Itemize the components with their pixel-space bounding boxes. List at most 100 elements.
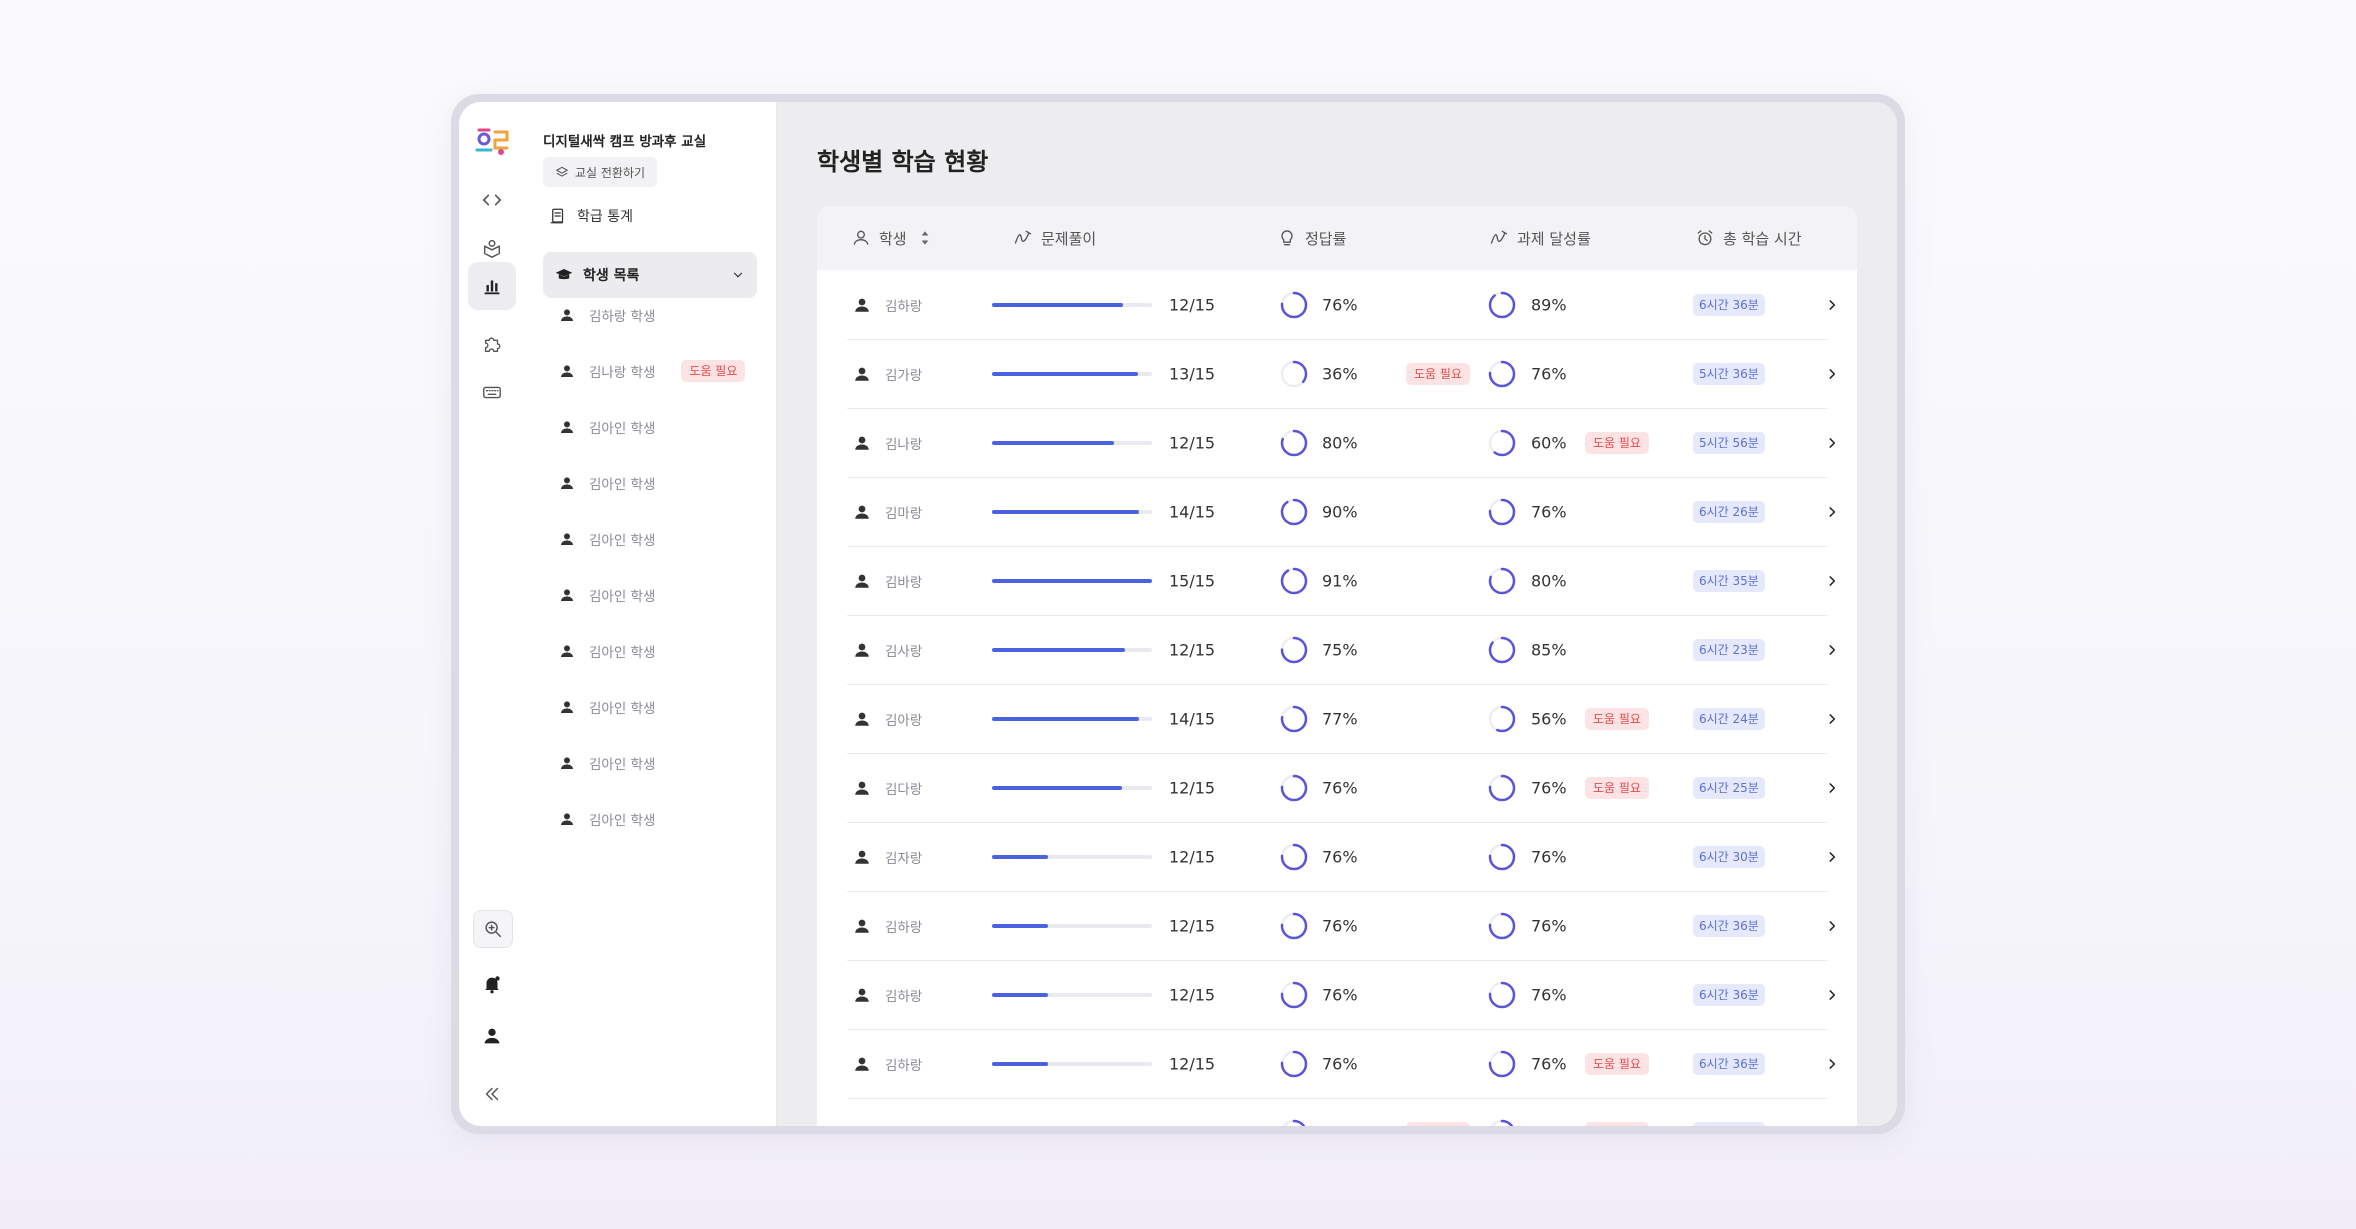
task-value: 60% [1531,433,1567,452]
sidebar-student-item[interactable]: 김아인 학생 [559,692,655,722]
avatar-icon [855,505,869,519]
table-row[interactable]: 김하랑 12/15 76% 도움 필요 76% 도움 필요 6시간 36분 [847,1098,1827,1126]
chevron-right-icon[interactable] [1825,298,1839,312]
sidebar-student-label: 김아인 학생 [589,813,656,829]
sidebar-student-item[interactable]: 김아인 학생 [559,804,655,834]
avatar-icon [855,919,869,933]
table-row[interactable]: 김가랑 13/15 36% 도움 필요 76% 5시간 36분 [847,339,1836,409]
chevron-right-icon[interactable] [1825,1126,1839,1127]
student-name: 김하랑 [885,1123,922,1127]
table-row[interactable]: 김자랑 12/15 76% 76% 6시간 30분 [847,822,1836,892]
keyboard-rail-button[interactable] [468,368,516,416]
sidebar-student-item[interactable]: 김아인 학생 [559,636,655,666]
column-task: 과제 달성률 [1489,228,1591,249]
task-help-badge: 도움 필요 [1585,707,1649,730]
menu-student-list[interactable]: 학생 목록 [543,252,757,298]
chevron-right-icon[interactable] [1825,1057,1839,1071]
accuracy-ring [1280,429,1308,456]
person-icon [561,813,573,825]
class-title: 디지털새싹 캠프 방과후 교실 [543,134,707,150]
icon-rail [459,102,539,1126]
table-row[interactable]: 김마랑 14/15 90% 76% 6시간 26분 [847,477,1836,547]
solve-progress-bar [992,716,1152,721]
task-ring [1488,1050,1516,1077]
solve-progress-bar [992,509,1152,514]
solve-progress-fill [992,509,1140,514]
sidebar-student-item[interactable]: 김하랑 학생 [559,300,655,330]
bell-icon [485,976,500,994]
puzzle-rail-button[interactable] [468,320,516,368]
chevron-right-icon[interactable] [1825,643,1839,657]
switch-class-button[interactable]: 교실 전환하기 [543,157,658,187]
avatar-icon [855,574,869,588]
task-ring [1488,429,1516,456]
chevron-right-icon[interactable] [1825,505,1839,519]
user-outline-icon [853,230,869,245]
solve-count: 12/15 [1169,847,1216,866]
sidebar-student-item[interactable]: 김나랑 학생 도움 필요 [559,356,746,386]
code-rail-button[interactable] [468,176,516,224]
sidebar-student-item[interactable]: 김아인 학생 [559,412,655,442]
student-name: 김하랑 [885,1057,923,1074]
table-row[interactable]: 김다랑 12/15 76% 76% 도움 필요 6시간 25분 [847,753,1836,823]
accuracy-ring [1280,705,1308,732]
chevron-right-icon[interactable] [1825,781,1839,795]
column-student-label: 학생 [879,229,907,248]
task-help-badge: 도움 필요 [1585,1121,1649,1126]
study-time-badge: 6시간 36분 [1693,1052,1765,1075]
chart-rail-button[interactable] [468,262,516,310]
solve-count: 12/15 [1169,640,1216,659]
table-row[interactable]: 김바랑 15/15 91% 80% 6시간 35분 [847,546,1836,616]
table-row[interactable]: 김하랑 12/15 76% 76% 6시간 36분 [847,891,1836,961]
chevron-right-icon[interactable] [1825,367,1839,381]
task-ring [1488,1119,1516,1126]
column-student[interactable]: 학생 [851,228,935,249]
person-icon [561,701,573,713]
menu-class-stats[interactable]: 학급 통계 [549,206,633,226]
avatar-icon [855,712,869,726]
solve-progress-fill [992,578,1152,583]
solve-progress-bar [992,302,1152,307]
accuracy-ring [1280,981,1308,1008]
solve-progress-bar [992,647,1152,652]
sidebar-student-item[interactable]: 김아인 학생 [559,580,655,610]
solve-count: 12/15 [1169,1054,1216,1073]
solve-progress-fill [992,1061,1048,1066]
document-icon [550,208,564,224]
person-icon [561,309,573,321]
table-row[interactable]: 김하랑 12/15 76% 76% 6시간 36분 [847,960,1836,1030]
chevron-right-icon[interactable] [1825,574,1839,588]
student-name: 김다랑 [885,781,923,798]
person-icon [561,421,573,433]
table-row[interactable]: 김하랑 12/15 76% 76% 도움 필요 6시간 36분 [847,1029,1836,1099]
zoom-rail-button[interactable] [473,910,513,948]
student-name: 김바랑 [885,574,923,591]
avatar-icon [855,436,869,450]
chevron-right-icon[interactable] [1825,988,1839,1002]
avatar-icon [855,643,869,657]
avatar-icon [853,1124,871,1127]
table-row[interactable]: 김아랑 14/15 77% 56% 도움 필요 6시간 24분 [847,684,1836,754]
accuracy-ring [1280,774,1308,801]
chevron-right-icon[interactable] [1825,712,1839,726]
study-time-badge: 6시간 30분 [1693,845,1765,868]
table-row[interactable]: 김사랑 12/15 75% 85% 6시간 23분 [847,615,1836,685]
table-row[interactable]: 김나랑 12/15 80% 60% 도움 필요 5시간 56분 [847,408,1836,478]
profile-rail-button[interactable] [468,1012,516,1060]
chevron-right-icon[interactable] [1825,919,1839,933]
table-row[interactable]: 김하랑 12/15 76% 89% 6시간 36분 [847,270,1836,340]
chevron-right-icon[interactable] [1825,850,1839,864]
chevron-right-icon[interactable] [1825,436,1839,450]
box-rail-button[interactable] [468,224,516,272]
solve-progress-bar [992,371,1152,376]
accuracy-value: 36% [1322,364,1358,383]
sidebar-student-label: 김아인 학생 [589,533,656,549]
sidebar-student-item[interactable]: 김아인 학생 [559,524,655,554]
sidebar-student-item[interactable]: 김아인 학생 [559,468,655,498]
menu-student-list-label: 학생 목록 [583,268,640,284]
study-time-badge: 6시간 36분 [1693,914,1765,937]
notification-rail-button[interactable] [468,960,516,1008]
sidebar-student-item[interactable]: 김아인 학생 [559,748,655,778]
collapse-rail-button[interactable] [468,1070,516,1118]
column-time-label: 총 학습 시간 [1723,229,1802,248]
